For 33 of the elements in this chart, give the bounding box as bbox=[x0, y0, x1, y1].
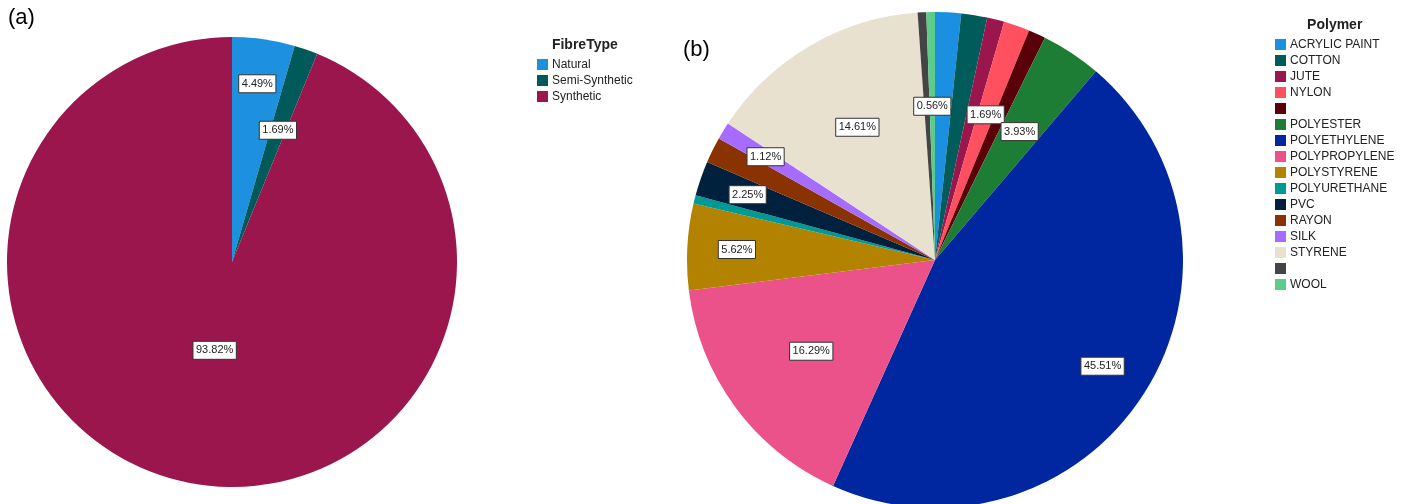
legend-label: Natural bbox=[552, 57, 591, 71]
legend-label: POLYESTER bbox=[1290, 117, 1362, 131]
legend-title: FibreType bbox=[550, 36, 619, 52]
data-label: 16.29% bbox=[792, 344, 831, 357]
legend-label: POLYPROPYLENE bbox=[1290, 149, 1395, 163]
legend-label: COTTON bbox=[1290, 53, 1341, 67]
text: (b) bbox=[683, 36, 710, 62]
data-label: 1.69% bbox=[262, 123, 294, 136]
legend-label: RAYON bbox=[1290, 213, 1332, 227]
data-label: 45.51% bbox=[1083, 359, 1122, 372]
text: (a) bbox=[8, 4, 35, 30]
legend-label: NYLON bbox=[1290, 85, 1332, 99]
data-label: 2.25% bbox=[732, 187, 764, 200]
legend-label: POLYETHYLENE bbox=[1290, 133, 1385, 147]
legend-label: WOOL bbox=[1290, 277, 1327, 291]
legend-label: STYRENE bbox=[1290, 245, 1347, 259]
legend-label: Synthetic bbox=[552, 89, 602, 103]
data-label: 0.56% bbox=[916, 99, 949, 112]
legend-label: POLYSTYRENE bbox=[1290, 165, 1378, 179]
data-label: 3.93% bbox=[1004, 124, 1036, 137]
legend-title: Polymer bbox=[1306, 16, 1364, 32]
data-label: 4.49% bbox=[241, 76, 274, 89]
legend-label: Semi-Synthetic bbox=[552, 73, 633, 87]
data-label: 93.82% bbox=[195, 343, 234, 356]
data-label: 1.69% bbox=[970, 107, 1002, 120]
data-label: 1.12% bbox=[749, 149, 782, 162]
legend-label: SILK bbox=[1290, 229, 1317, 243]
legend-label: PVC bbox=[1290, 197, 1315, 211]
legend-label: ACRYLIC PAINT bbox=[1290, 37, 1380, 51]
data-label: 14.61% bbox=[838, 120, 877, 133]
data-label: 5.62% bbox=[721, 242, 753, 255]
legend-label: JUTE bbox=[1290, 69, 1320, 83]
legend-label: POLYURETHANE bbox=[1290, 181, 1388, 195]
